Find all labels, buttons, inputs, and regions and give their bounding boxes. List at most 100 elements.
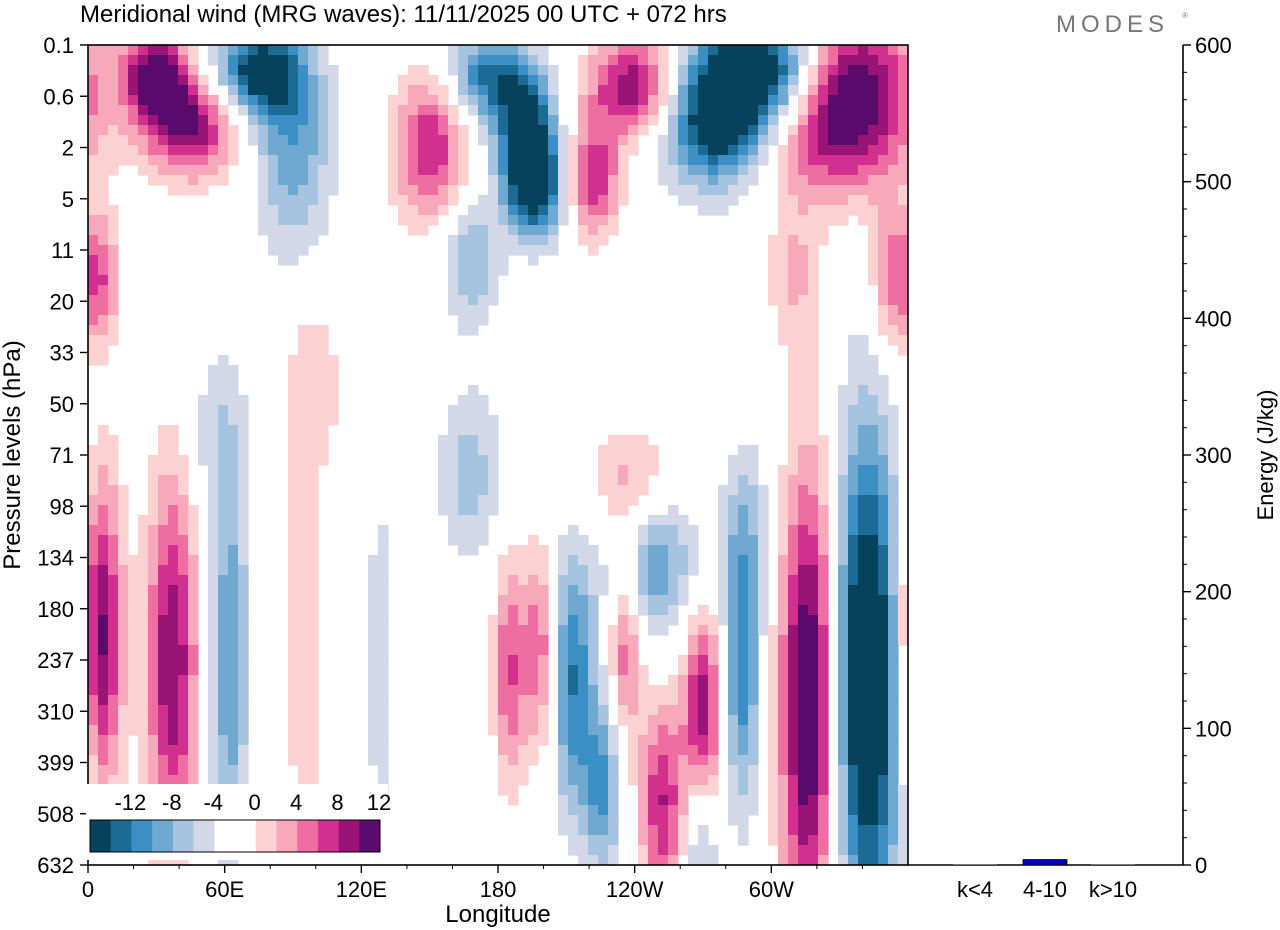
heatmap-cell: [838, 45, 849, 56]
heatmap-cell: [868, 155, 879, 166]
heatmap-cell: [148, 505, 159, 516]
heatmap-cell: [848, 675, 859, 686]
heatmap-cell: [648, 535, 659, 546]
heatmap-cell: [558, 815, 569, 826]
heatmap-cell: [128, 705, 139, 716]
heatmap-cell: [618, 195, 629, 206]
heatmap-cell: [828, 95, 839, 106]
heatmap-cell: [698, 55, 709, 66]
heatmap-cell: [878, 855, 889, 865]
heatmap-cell: [858, 665, 869, 676]
heatmap-cell: [218, 115, 229, 126]
heatmap-cell: [528, 65, 539, 76]
heatmap-cell: [728, 805, 739, 816]
heatmap-cell: [498, 95, 509, 106]
heatmap-cell: [788, 405, 799, 416]
heatmap-cell: [188, 635, 199, 646]
heatmap-cell: [688, 85, 699, 96]
heatmap-cell: [868, 715, 879, 726]
heatmap-cell: [228, 675, 239, 686]
heatmap-cell: [298, 325, 309, 336]
heatmap-cell: [128, 95, 139, 106]
heatmap-cell: [678, 195, 689, 206]
heatmap-cell: [268, 155, 279, 166]
heatmap-cell: [638, 75, 649, 86]
heatmap-cell: [788, 165, 799, 176]
heatmap-cell: [818, 135, 829, 146]
heatmap-cell: [888, 255, 899, 266]
heatmap-cell: [298, 215, 309, 226]
heatmap-cell: [88, 345, 99, 356]
heatmap-cell: [308, 535, 319, 546]
heatmap-cell: [558, 745, 569, 756]
heatmap-cell: [588, 55, 599, 66]
heatmap-cell: [528, 85, 539, 96]
heatmap-cell: [618, 65, 629, 76]
heatmap-cell: [878, 285, 889, 296]
heatmap-cell: [798, 305, 809, 316]
heatmap-cell: [238, 745, 249, 756]
heatmap-cell: [388, 165, 399, 176]
heatmap-cell: [688, 105, 699, 116]
heatmap-cell: [248, 85, 259, 96]
heatmap-cell: [148, 655, 159, 666]
heatmap-cell: [728, 95, 739, 106]
heatmap-cell: [858, 75, 869, 86]
heatmap-cell: [488, 705, 499, 716]
heatmap-cell: [298, 695, 309, 706]
heatmap-cell: [618, 655, 629, 666]
heatmap-cell: [158, 685, 169, 696]
heatmap-cell: [708, 145, 719, 156]
heatmap-cell: [798, 235, 809, 246]
heatmap-cell: [688, 545, 699, 556]
heatmap-cell: [638, 525, 649, 536]
heatmap-cell: [798, 255, 809, 266]
heatmap-cell: [108, 465, 119, 476]
heatmap-cell: [648, 825, 659, 836]
heatmap-cell: [798, 425, 809, 436]
heatmap-cell: [508, 55, 519, 66]
energy-bars: [953, 859, 1135, 866]
heatmap-cell: [118, 125, 129, 136]
heatmap-cell: [288, 625, 299, 636]
heatmap-cell: [798, 775, 809, 786]
heatmap-cell: [528, 685, 539, 696]
heatmap-cell: [438, 105, 449, 116]
heatmap-cell: [718, 495, 729, 506]
heatmap-cell: [778, 505, 789, 516]
heatmap-cell: [88, 445, 99, 456]
heatmap-cell: [638, 555, 649, 566]
heatmap-cell: [598, 125, 609, 136]
heatmap-cell: [798, 155, 809, 166]
heatmap-cell: [788, 135, 799, 146]
heatmap-cell: [748, 175, 759, 186]
heatmap-cell: [868, 125, 879, 136]
heatmap-cell: [778, 245, 789, 256]
heatmap-cell: [478, 415, 489, 426]
heatmap-cell: [888, 705, 899, 716]
heatmap-cell: [508, 205, 519, 216]
heatmap-cell: [178, 635, 189, 646]
heatmap-cell: [688, 735, 699, 746]
heatmap-cell: [738, 685, 749, 696]
heatmap-cell: [758, 505, 769, 516]
heatmap-cell: [718, 85, 729, 96]
heatmap-cell: [288, 495, 299, 506]
heatmap-cell: [118, 595, 129, 606]
heatmap-cell: [98, 45, 109, 56]
heatmap-cell: [178, 595, 189, 606]
heatmap-cell: [148, 165, 159, 176]
heatmap-cell: [668, 675, 679, 686]
heatmap-cell: [508, 215, 519, 226]
heatmap-cell: [658, 555, 669, 566]
heatmap-cell: [608, 215, 619, 226]
heatmap-cell: [648, 775, 659, 786]
heatmap-cell: [558, 135, 569, 146]
heatmap-cell: [598, 185, 609, 196]
heatmap-cell: [808, 295, 819, 306]
heatmap-cell: [838, 185, 849, 196]
heatmap-cell: [168, 465, 179, 476]
heatmap-cell: [138, 45, 149, 56]
y-tick-label: 0.6: [43, 84, 74, 109]
heatmap-cell: [508, 65, 519, 76]
